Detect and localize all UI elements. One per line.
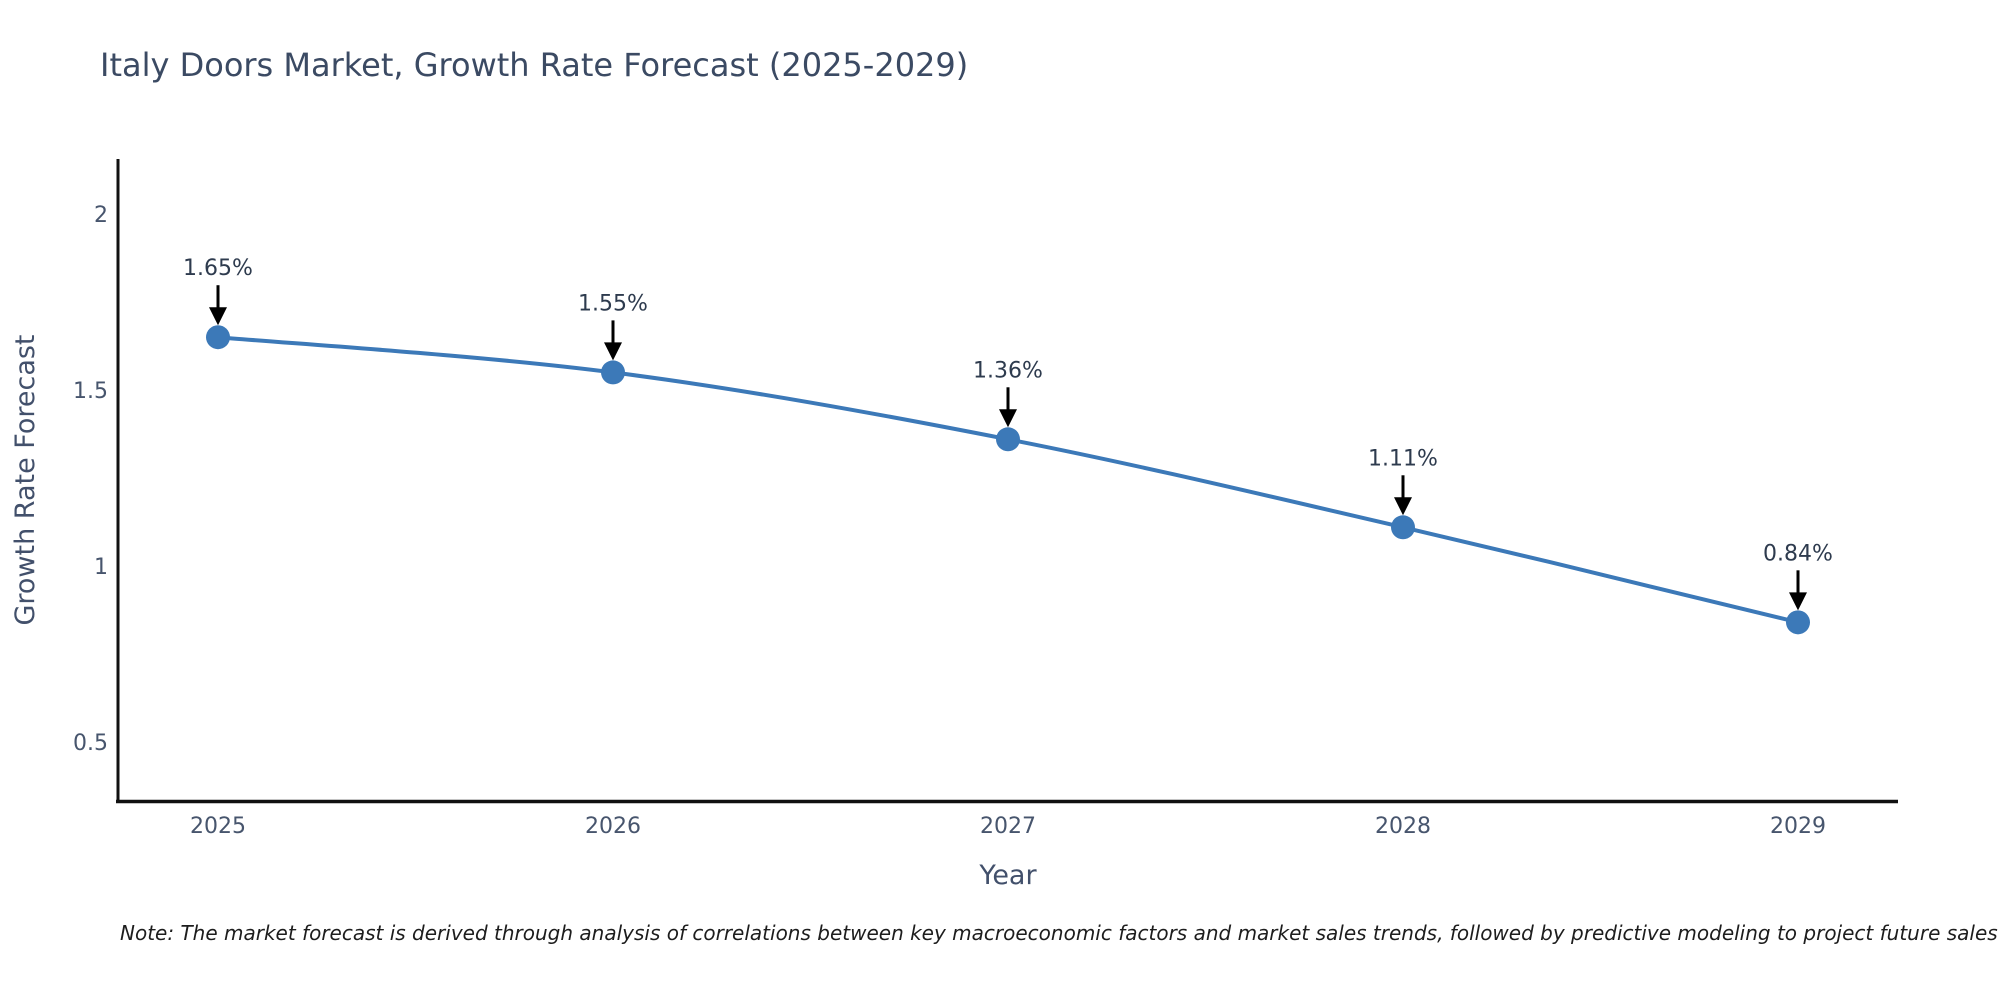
- annotation: 0.84%: [1763, 541, 1833, 611]
- annotation-label: 1.65%: [183, 256, 253, 281]
- x-tick-label: 2025: [190, 814, 246, 839]
- data-point: [1786, 610, 1810, 635]
- footnote: Note: The market forecast is derived thr…: [120, 921, 1998, 945]
- data-point: [206, 325, 230, 350]
- annotation-arrowhead-icon: [209, 307, 227, 326]
- annotation-label: 1.36%: [973, 358, 1043, 383]
- x-tick-label: 2027: [980, 814, 1036, 839]
- annotation-arrowhead-icon: [1789, 592, 1807, 611]
- y-axis-title: Growth Rate Forecast: [10, 334, 41, 625]
- y-tick-label: 1: [94, 555, 108, 580]
- y-tick-label: 1.5: [73, 379, 108, 404]
- annotation: 1.36%: [973, 358, 1043, 428]
- annotation-arrowhead-icon: [604, 342, 622, 361]
- data-point: [996, 427, 1020, 452]
- axes: [116, 159, 1898, 804]
- annotation-arrowhead-icon: [999, 409, 1017, 428]
- y-tick-label: 0.5: [73, 731, 108, 756]
- data-point: [601, 360, 625, 385]
- chart-title: Italy Doors Market, Growth Rate Forecast…: [100, 46, 968, 84]
- annotation-arrowhead-icon: [1394, 497, 1412, 516]
- x-tick-label: 2029: [1770, 814, 1826, 839]
- annotation-label: 1.11%: [1368, 446, 1438, 471]
- annotations: 1.65% 1.55% 1.36% 1.11% 0.84%: [183, 256, 1833, 611]
- x-axis-title: Year: [978, 860, 1037, 891]
- x-tick-label: 2026: [585, 814, 641, 839]
- x-tick-label: 2028: [1375, 814, 1431, 839]
- tick-labels: 2 1.5 1 0.5 2025 2026 2027 2028 2029: [73, 203, 1826, 839]
- y-tick-label: 2: [94, 203, 108, 228]
- annotation-label: 0.84%: [1763, 541, 1833, 566]
- annotation: 1.11%: [1368, 446, 1438, 516]
- data-point: [1391, 515, 1415, 540]
- annotation-label: 1.55%: [578, 291, 648, 316]
- annotation: 1.65%: [183, 256, 253, 326]
- annotation: 1.55%: [578, 291, 648, 361]
- line-series: [206, 325, 1810, 635]
